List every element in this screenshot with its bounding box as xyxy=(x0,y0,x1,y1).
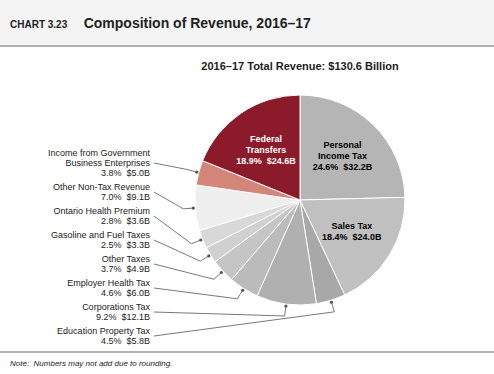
slice-label: PersonalIncome Tax xyxy=(318,140,367,161)
slice-label-line: Transfers xyxy=(246,145,287,155)
leader-dot xyxy=(192,206,195,209)
title: Composition of Revenue, 2016–17 xyxy=(84,15,311,31)
slice-label: Corporations Tax xyxy=(82,302,150,312)
slice-label: Other Taxes xyxy=(102,254,151,264)
leader-line xyxy=(154,216,201,244)
leader-line xyxy=(154,302,334,336)
slice-label-line: Ontario Health Premium xyxy=(53,206,150,216)
leader-line xyxy=(154,163,197,172)
header-rule xyxy=(0,46,494,47)
note-rule xyxy=(0,352,494,353)
background xyxy=(0,0,494,374)
subtitle: 2016–17 Total Revenue: $130.6 Billion xyxy=(201,60,399,72)
slice-label-line: Corporations Tax xyxy=(82,302,150,312)
value-label: 2.5% $3.3B xyxy=(101,240,150,250)
leader-dot xyxy=(220,271,223,274)
leader-line xyxy=(154,240,209,261)
slice-label: Income from GovernmentBusiness Enterpris… xyxy=(48,148,151,168)
slice-label: Sales Tax xyxy=(331,221,372,231)
leader-dot xyxy=(241,289,244,292)
leader-dot xyxy=(207,254,210,257)
slice-label: FederalTransfers xyxy=(246,134,287,155)
chart: CHART 3.23 Composition of Revenue, 2016–1… xyxy=(0,0,494,374)
slice-label-line: Business Enterprises xyxy=(65,158,150,168)
value-label: 24.6% $32.2B xyxy=(313,162,373,172)
leader-dot xyxy=(330,301,333,304)
leader-dot xyxy=(199,238,202,241)
slice-label: Gasoline and Fuel Taxes xyxy=(51,230,150,240)
value-label: 18.4% $24.0B xyxy=(322,232,382,242)
slice-label: Employer Health Tax xyxy=(67,278,150,288)
labels: PersonalIncome Tax24.6% $32.2BSales Tax1… xyxy=(48,134,382,346)
slice-label-line: Education Property Tax xyxy=(57,326,150,336)
slice-label-line: Federal xyxy=(250,134,282,144)
slice-label-line: Other Taxes xyxy=(102,254,151,264)
pie-slice xyxy=(300,95,405,200)
pie xyxy=(195,95,405,305)
header-band xyxy=(0,0,494,46)
leader-line xyxy=(154,264,221,279)
slice-label-line: Employer Health Tax xyxy=(67,278,150,288)
slice-label-line: Income Tax xyxy=(318,151,367,161)
value-label: 4.6% $6.0B xyxy=(101,288,150,298)
slice-label-line: Gasoline and Fuel Taxes xyxy=(51,230,150,240)
slice-label-line: Personal xyxy=(324,140,362,150)
pie-slice xyxy=(203,95,300,200)
leader-line xyxy=(154,306,286,316)
note: Note: Numbers may not add due to roundin… xyxy=(10,359,172,368)
value-label: 9.2% $12.1B xyxy=(96,312,150,322)
chart-label: CHART 3.23 xyxy=(10,19,68,30)
slice-label: Other Non-Tax Revenue xyxy=(53,182,150,192)
value-label: 18.9% $24.6B xyxy=(236,156,296,166)
value-label: 3.7% $4.9B xyxy=(101,264,150,274)
slice-label: Ontario Health Premium xyxy=(53,206,150,216)
leader-lines xyxy=(154,163,334,336)
slice-label-line: Sales Tax xyxy=(331,221,372,231)
value-label: 7.0% $9.1B xyxy=(101,192,150,202)
leader-line xyxy=(154,288,243,299)
leader-line xyxy=(154,192,193,209)
slice-label: Education Property Tax xyxy=(57,326,150,336)
value-label: 3.8% $5.0B xyxy=(101,168,150,178)
leader-dot xyxy=(284,304,287,307)
value-label: 2.8% $3.6B xyxy=(101,216,150,226)
slice-label-line: Other Non-Tax Revenue xyxy=(53,182,150,192)
leader-dot xyxy=(195,170,198,173)
value-label: 4.5% $5.8B xyxy=(101,336,150,346)
slice-label-line: Income from Government xyxy=(48,148,151,158)
